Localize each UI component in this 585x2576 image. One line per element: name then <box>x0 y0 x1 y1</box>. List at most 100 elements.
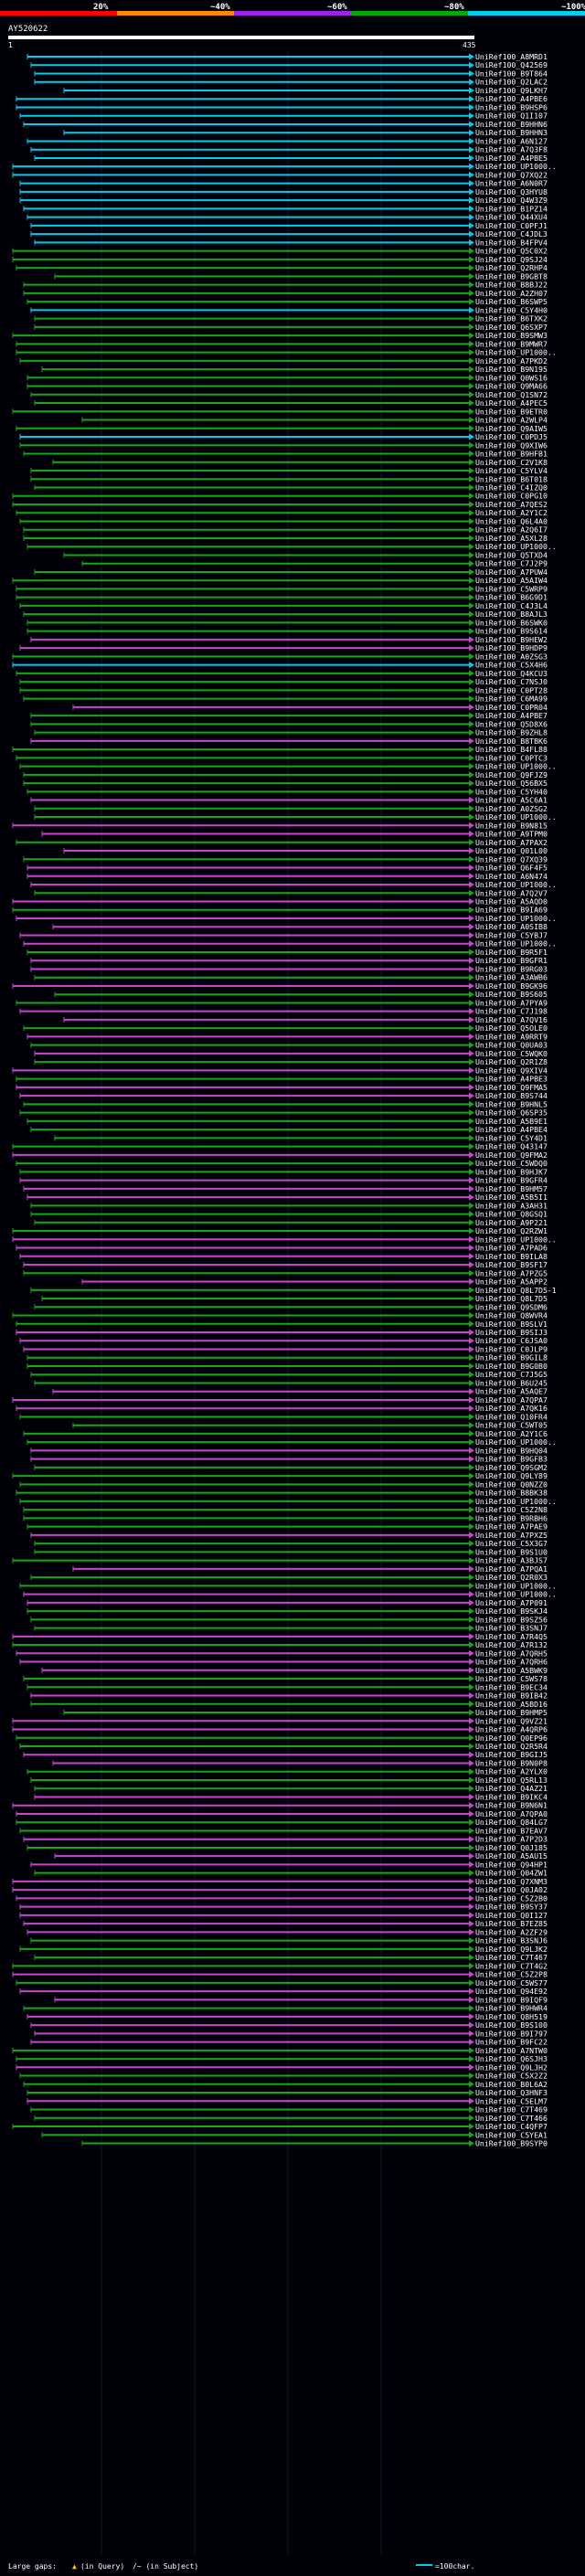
hit-label[interactable]: UniRef100_Q42569 <box>475 60 548 69</box>
hit-row[interactable]: UniRef100_B9S744 <box>19 1091 548 1100</box>
hit-row[interactable]: UniRef100_A7QPA7 <box>12 1395 548 1405</box>
hit-row[interactable]: UniRef100_UP1000.. <box>30 880 557 889</box>
hit-label[interactable]: UniRef100_Q7XQ39 <box>475 854 548 864</box>
hit-row[interactable]: UniRef100_B9GIJ5 <box>23 1750 548 1759</box>
hit-label[interactable]: UniRef100_Q9AIW5 <box>475 424 548 433</box>
hit-label[interactable]: UniRef100_C7T469 <box>475 2105 548 2115</box>
hit-row[interactable]: UniRef100_B9HWR4 <box>23 2004 548 2013</box>
hit-row[interactable]: UniRef100_A4PEC5 <box>34 398 548 408</box>
hit-row[interactable]: UniRef100_A7QES2 <box>12 500 548 509</box>
hit-row[interactable]: UniRef100_A5AIW4 <box>12 576 548 585</box>
hit-label[interactable]: UniRef100_A4PBE3 <box>475 1075 548 1084</box>
hit-label[interactable]: UniRef100_C7J5G5 <box>475 1370 548 1379</box>
hit-row[interactable]: UniRef100_UP1000.. <box>16 348 557 357</box>
hit-label[interactable]: UniRef100_Q5RL13 <box>475 1776 548 1785</box>
hit-row[interactable]: UniRef100_A0ZSG2 <box>34 804 548 813</box>
hit-label[interactable]: UniRef100_B1PZ14 <box>475 204 548 213</box>
hit-row[interactable]: UniRef100_UP1000.. <box>16 914 557 923</box>
hit-row[interactable]: UniRef100_A0SIB8 <box>52 922 548 931</box>
hit-label[interactable]: UniRef100_B9R5F1 <box>475 948 548 957</box>
hit-label[interactable]: UniRef100_Q0JA02 <box>475 1885 548 1894</box>
hit-label[interactable]: UniRef100_C2V1K8 <box>475 458 548 467</box>
hit-row[interactable]: UniRef100_A4PBE6 <box>16 94 548 103</box>
hit-row[interactable]: UniRef100_Q7XNM3 <box>12 1877 548 1886</box>
hit-label[interactable]: UniRef100_B7EZ85 <box>475 1919 548 1928</box>
hit-label[interactable]: UniRef100_C7T4G2 <box>475 1961 548 1970</box>
hit-label[interactable]: UniRef100_A5AU15 <box>475 1851 548 1860</box>
hit-label[interactable]: UniRef100_C5WDQ0 <box>475 1159 548 1168</box>
hit-row[interactable]: UniRef100_B1PZ14 <box>23 204 548 213</box>
hit-row[interactable]: UniRef100_B9HHN6 <box>23 120 548 129</box>
hit-row[interactable]: UniRef100_B9HNL5 <box>23 1099 548 1108</box>
hit-label[interactable]: UniRef100_A7PYA9 <box>475 998 548 1007</box>
hit-label[interactable]: UniRef100_C5WRP9 <box>475 584 548 593</box>
hit-row[interactable]: UniRef100_B9HSP6 <box>16 102 548 111</box>
hit-label[interactable]: UniRef100_Q94E92 <box>475 1987 548 1996</box>
hit-label[interactable]: UniRef100_B9S605 <box>475 990 548 999</box>
hit-label[interactable]: UniRef100_B9GBT8 <box>475 271 548 281</box>
hit-row[interactable]: UniRef100_B4FL88 <box>12 745 548 754</box>
hit-row[interactable]: UniRef100_A7PAD6 <box>16 1244 548 1253</box>
hit-label[interactable]: UniRef100_B9GIJ5 <box>475 1750 548 1759</box>
hit-row[interactable]: UniRef100_Q8L7D5 <box>41 1294 548 1303</box>
hit-row[interactable]: UniRef100_C5WS77 <box>16 1978 548 1988</box>
hit-label[interactable]: UniRef100_C6JSA0 <box>475 1336 548 1345</box>
hit-row[interactable]: UniRef100_A7QRH5 <box>16 1648 548 1658</box>
hit-label[interactable]: UniRef100_Q4KCU3 <box>475 669 548 678</box>
hit-label[interactable]: UniRef100_A7QRH6 <box>475 1658 548 1667</box>
hit-row[interactable]: UniRef100_C5YH40 <box>27 787 548 796</box>
hit-row[interactable]: UniRef100_Q4W3Z9 <box>19 196 548 205</box>
hit-label[interactable]: UniRef100_B9SZ56 <box>475 1615 548 1624</box>
hit-label[interactable]: UniRef100_A8MRD1 <box>475 52 548 61</box>
hit-row[interactable]: UniRef100_B3SNJ6 <box>30 1936 548 1945</box>
hit-row[interactable]: UniRef100_C6MA99 <box>23 694 548 704</box>
hit-label[interactable]: UniRef100_B9SF17 <box>475 1260 548 1269</box>
hit-row[interactable]: UniRef100_B9IA69 <box>12 906 548 915</box>
hit-row[interactable]: UniRef100_Q9FJZ9 <box>23 770 548 779</box>
hit-row[interactable]: UniRef100_Q9XIV4 <box>12 1065 548 1075</box>
hit-row[interactable]: UniRef100_Q42569 <box>30 60 548 69</box>
hit-row[interactable]: UniRef100_Q6SJH3 <box>16 2054 548 2063</box>
hit-row[interactable]: UniRef100_B9R5F1 <box>27 948 548 957</box>
hit-row[interactable]: UniRef100_C0JLP9 <box>23 1344 548 1353</box>
hit-row[interactable]: UniRef100_A7PZG5 <box>23 1268 548 1277</box>
hit-label[interactable]: UniRef100_B8BJ22 <box>475 281 548 290</box>
hit-label[interactable]: UniRef100_Q9LKH7 <box>475 86 548 95</box>
hit-label[interactable]: UniRef100_A7QV16 <box>475 1015 548 1024</box>
hit-row[interactable]: UniRef100_UP1000.. <box>34 812 557 822</box>
hit-label[interactable]: UniRef100_Q6F4F5 <box>475 864 548 873</box>
hit-row[interactable]: UniRef100_C5X4H6 <box>12 661 548 670</box>
hit-label[interactable]: UniRef100_C0PTC3 <box>475 753 548 762</box>
hit-row[interactable]: UniRef100_Q5TXD4 <box>63 550 548 559</box>
hit-row[interactable]: UniRef100_B9IB42 <box>30 1691 548 1701</box>
hit-row[interactable]: UniRef100_Q9LY89 <box>12 1471 548 1480</box>
hit-label[interactable]: UniRef100_Q9FMA2 <box>475 1150 548 1160</box>
hit-row[interactable]: UniRef100_Q0UA03 <box>30 1041 548 1050</box>
hit-row[interactable]: UniRef100_Q84LG7 <box>16 1818 548 1827</box>
hit-label[interactable]: UniRef100_B9IB42 <box>475 1691 548 1701</box>
hit-label[interactable]: UniRef100_C0PG10 <box>475 492 548 501</box>
hit-row[interactable]: UniRef100_Q9FMA5 <box>16 1083 548 1092</box>
hit-label[interactable]: UniRef100_B9HM57 <box>475 1184 548 1193</box>
hit-row[interactable]: UniRef100_B7EAV7 <box>19 1826 548 1835</box>
hit-row[interactable]: UniRef100_B0L6A2 <box>23 2080 548 2089</box>
hit-label[interactable]: UniRef100_A3BJS7 <box>475 1556 548 1565</box>
hit-label[interactable]: UniRef100_B9ILA8 <box>475 1252 548 1261</box>
hit-row[interactable]: UniRef100_B9S605 <box>54 990 548 999</box>
hit-row[interactable]: UniRef100_A2Q6I7 <box>23 525 548 535</box>
hit-label[interactable]: UniRef100_A7Q3F8 <box>475 145 548 154</box>
hit-label[interactable]: UniRef100_B9IA69 <box>475 906 548 915</box>
hit-row[interactable]: UniRef100_Q4AZ21 <box>34 1784 548 1793</box>
hit-row[interactable]: UniRef100_C7T467 <box>34 1953 548 1962</box>
hit-row[interactable]: UniRef100_Q3HYU8 <box>19 187 548 196</box>
hit-label[interactable]: UniRef100_A0ZSG3 <box>475 652 548 661</box>
hit-row[interactable]: UniRef100_C4JDL3 <box>30 229 548 239</box>
hit-row[interactable]: UniRef100_B9ETR0 <box>12 407 548 416</box>
hit-label[interactable]: UniRef100_B9EC34 <box>475 1682 548 1691</box>
hit-label[interactable]: UniRef100_Q4AZ21 <box>475 1784 548 1793</box>
hit-row[interactable]: UniRef100_B6SWK0 <box>27 618 548 627</box>
hit-row[interactable]: UniRef100_C5Z2N8 <box>23 1505 548 1514</box>
hit-label[interactable]: UniRef100_Q2R5R4 <box>475 1742 548 1751</box>
hit-row[interactable]: UniRef100_B9MWR7 <box>16 339 548 348</box>
hit-label[interactable]: UniRef100_C4QFP7 <box>475 2122 548 2131</box>
